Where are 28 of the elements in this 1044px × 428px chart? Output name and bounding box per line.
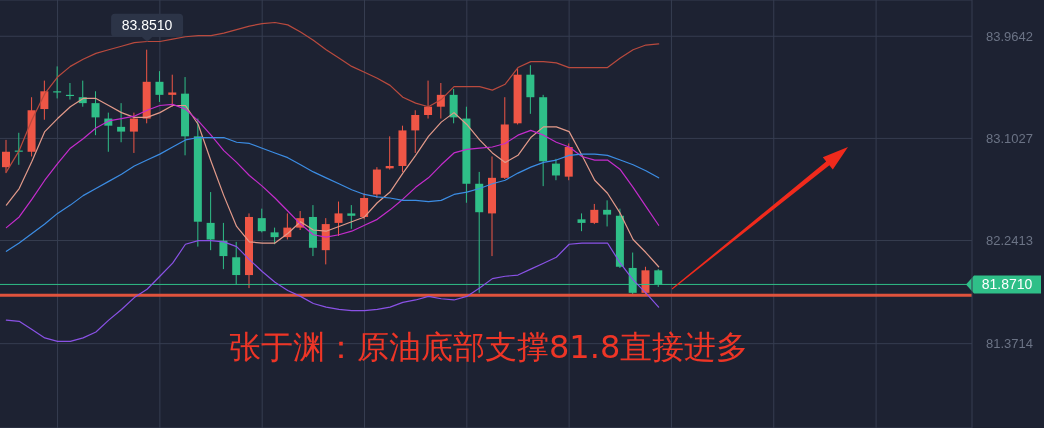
candlestick	[526, 64, 535, 115]
line-series	[5, 103, 660, 238]
candlestick	[424, 80, 433, 120]
candlestick	[129, 112, 138, 154]
y-tick-label: 83.1027	[986, 131, 1033, 147]
candlestick	[117, 102, 126, 143]
candlestick	[206, 191, 215, 251]
y-tick-label: 82.2413	[986, 233, 1033, 249]
candlestick	[2, 139, 10, 174]
candlestick	[347, 204, 356, 230]
candlestick	[603, 199, 612, 227]
line-series	[5, 21, 660, 173]
candlestick	[334, 201, 343, 237]
candlestick	[360, 192, 369, 220]
annotation: 83.8510	[121, 17, 173, 34]
candlestick	[641, 266, 650, 295]
candlestick	[91, 90, 100, 136]
y-tick-label: 83.9642	[986, 28, 1033, 44]
candlestick	[551, 158, 560, 181]
line-series	[5, 136, 660, 252]
annotation: 张于渊：原油底部支撑81.8直接进多	[229, 328, 749, 366]
y-tick-label: 81.3714	[986, 336, 1033, 352]
ref-line-label: 81.8710	[981, 276, 1033, 293]
candlestick	[590, 203, 599, 225]
candlestick	[155, 70, 164, 103]
candlestick	[411, 109, 420, 154]
candlestick	[257, 208, 266, 233]
candlestick	[168, 74, 177, 108]
